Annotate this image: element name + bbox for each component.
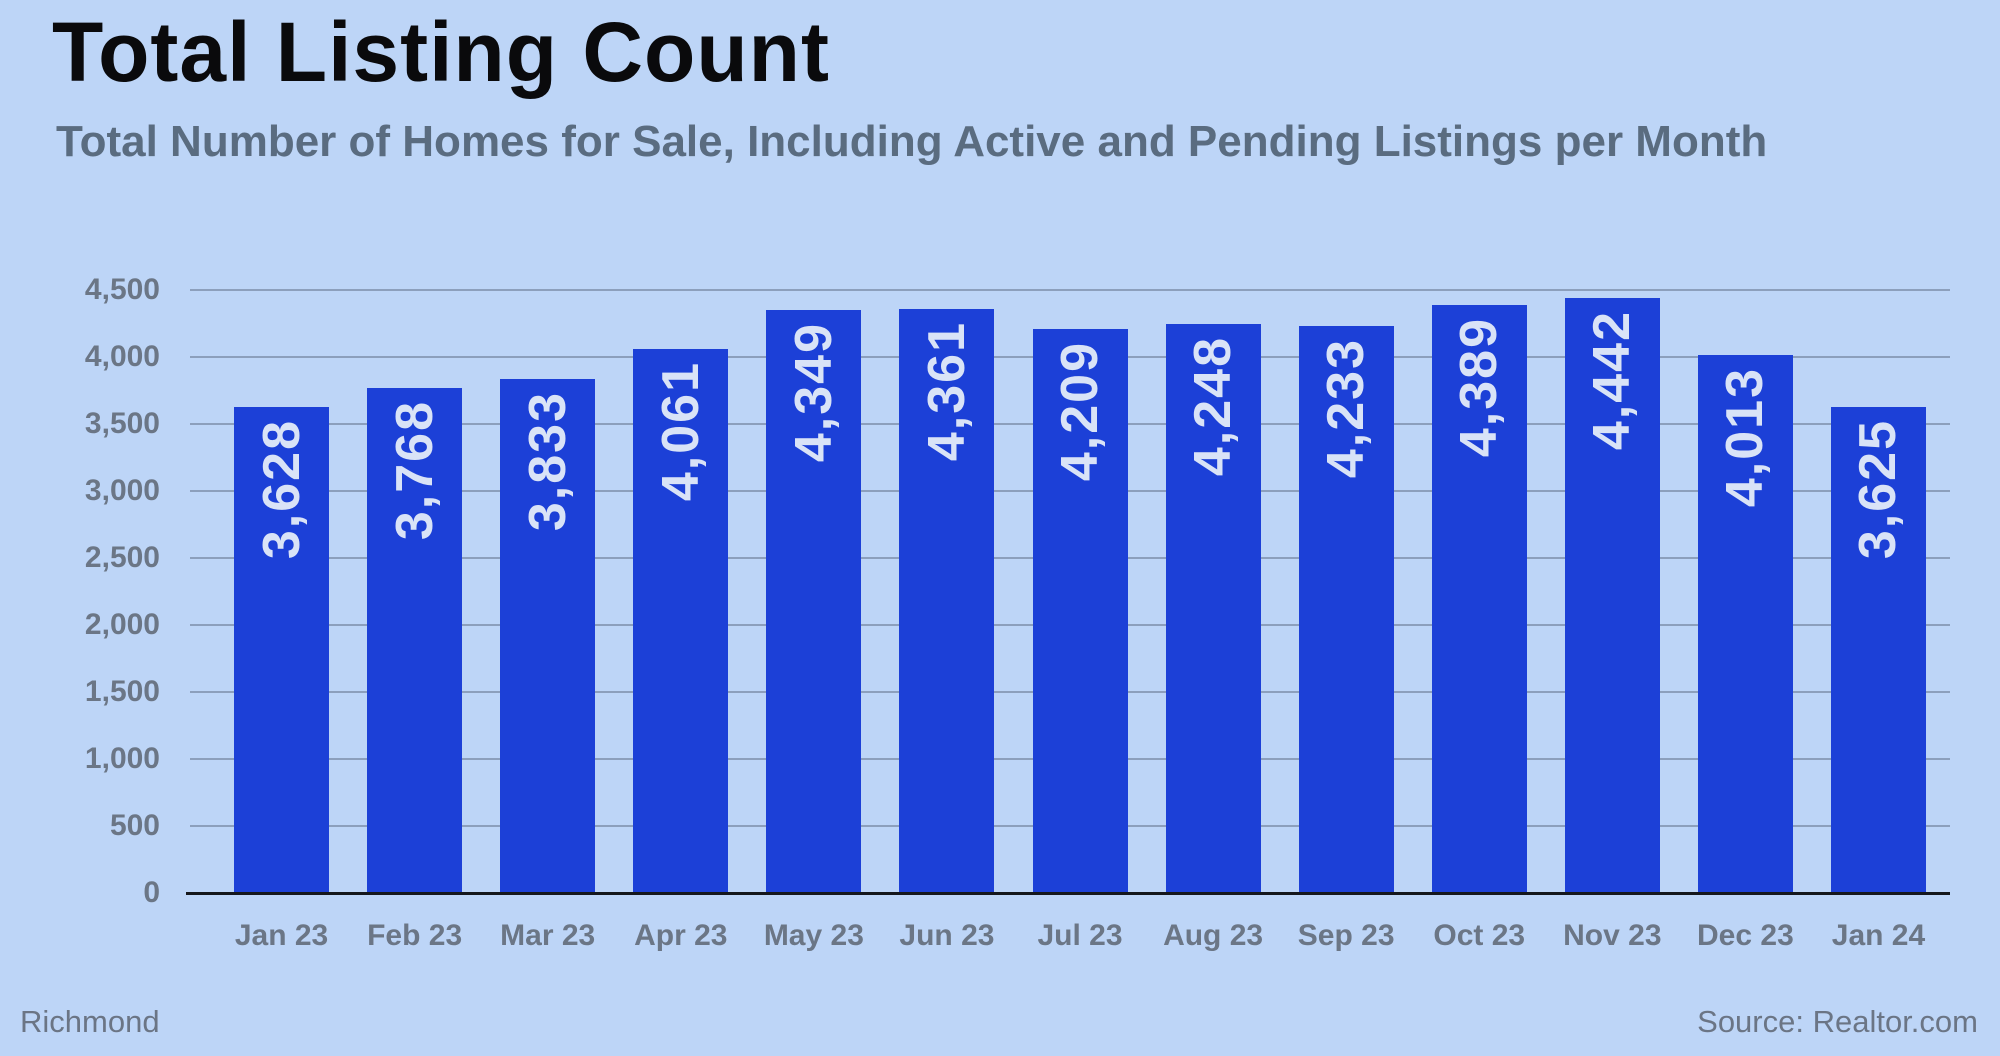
bar-value-label: 3,833 — [518, 391, 577, 532]
x-axis-labels: Jan 23 Feb 23 Mar 23 Apr 23 May 23 Jun 23 Jul … — [190, 919, 1950, 953]
chart-title: Total Listing Count — [52, 5, 830, 99]
y-axis-tick-label: 4,500 — [84, 273, 160, 306]
x-axis-tick-label: Jan 23 — [234, 919, 329, 952]
x-axis-tick-label: Aug 23 — [1163, 919, 1264, 952]
bar-jan-24: 3,625 — [1830, 407, 1926, 893]
bar-jan-23: 3,628 — [234, 406, 330, 893]
bar-slot: 4,389 — [1413, 290, 1546, 893]
plot-area: 3,628 3,768 3,833 4,061 4,349 4,361 4,209 4,248… — [85, 275, 1950, 908]
bar-slot: 4,233 — [1280, 290, 1413, 893]
x-axis-tick-label: Dec 23 — [1697, 919, 1794, 952]
bar-value-label: 4,349 — [784, 322, 843, 463]
bar-slot: 4,209 — [1013, 290, 1146, 893]
bar-slot: 4,361 — [880, 290, 1013, 893]
x-axis-tick-label: Jun 23 — [899, 919, 995, 952]
y-axis-tick-label: 3,000 — [84, 474, 160, 507]
bar-value-label: 4,061 — [651, 360, 710, 501]
bar-jul-23: 4,209 — [1032, 329, 1128, 893]
bar-slot: 3,833 — [481, 290, 614, 893]
y-axis-tick-label: 2,000 — [84, 608, 160, 642]
gridline — [190, 289, 1950, 291]
y-axis-tick-label: 2,500 — [84, 541, 160, 574]
y-axis-tick-label: 500 — [109, 809, 160, 843]
x-axis-tick-label: May 23 — [763, 919, 864, 952]
bar-jun-23: 4,361 — [899, 308, 995, 893]
location-label: Richmond — [20, 1004, 160, 1039]
x-axis-tick-label: Nov 23 — [1563, 919, 1662, 952]
bars: 3,628 3,768 3,833 4,061 4,349 4,361 4,209 4,248… — [190, 290, 1950, 893]
bar-value-label: 3,768 — [385, 400, 444, 541]
bar-dec-23: 4,013 — [1697, 355, 1793, 893]
x-axis-tick-label: Sep 23 — [1297, 919, 1395, 952]
bar-slot: 4,061 — [614, 290, 747, 893]
bar-slot: 4,248 — [1147, 290, 1280, 893]
bar-value-label: 3,625 — [1849, 419, 1908, 560]
x-axis-tick-label: Mar 23 — [500, 919, 596, 952]
bar-oct-23: 4,389 — [1431, 304, 1527, 893]
bar-slot: 3,768 — [348, 290, 481, 893]
bar-slot: 3,628 — [215, 290, 348, 893]
bar-slot: 3,625 — [1812, 290, 1945, 893]
x-axis-tick-label: Feb 23 — [367, 919, 463, 952]
x-axis-line — [186, 892, 1950, 895]
bar-feb-23: 3,768 — [367, 388, 463, 893]
bar-value-label: 4,013 — [1716, 367, 1775, 508]
y-axis-tick-label: 1,500 — [84, 675, 160, 708]
x-axis-tick-label: Oct 23 — [1433, 919, 1526, 952]
bar-value-label: 3,628 — [252, 418, 311, 559]
x-axis-tick-label: Jul 23 — [1037, 919, 1123, 952]
bar-sep-23: 4,233 — [1298, 325, 1394, 893]
bar-value-label: 4,361 — [917, 320, 976, 461]
y-axis-tick-label: 3,500 — [84, 407, 160, 440]
bar-value-label: 4,248 — [1184, 335, 1243, 476]
bar-apr-23: 4,061 — [633, 348, 729, 893]
bar-aug-23: 4,248 — [1165, 323, 1261, 893]
y-axis-tick-label: 0 — [143, 876, 160, 909]
chart-subtitle: Total Number of Homes for Sale, Includin… — [56, 117, 1768, 166]
bar-value-label: 4,389 — [1450, 316, 1509, 458]
x-axis-tick-label: Jan 24 — [1831, 919, 1926, 952]
bar-nov-23: 4,442 — [1564, 297, 1660, 893]
bar-slot: 4,013 — [1679, 290, 1812, 893]
bar-value-label: 4,442 — [1583, 309, 1642, 450]
bar-slot: 4,349 — [747, 290, 880, 893]
bar-value-label: 4,209 — [1051, 341, 1109, 482]
bar-value-label: 4,233 — [1317, 337, 1376, 478]
y-axis-tick-label: 1,000 — [84, 742, 160, 776]
bar-may-23: 4,349 — [766, 310, 862, 893]
y-axis-tick-label: 4,000 — [84, 340, 160, 374]
bar-mar-23: 3,833 — [500, 379, 596, 893]
source-label: Source: Realtor.com — [1697, 1004, 1978, 1039]
bar-slot: 4,442 — [1546, 290, 1679, 893]
x-axis-tick-label: Apr 23 — [634, 919, 728, 952]
